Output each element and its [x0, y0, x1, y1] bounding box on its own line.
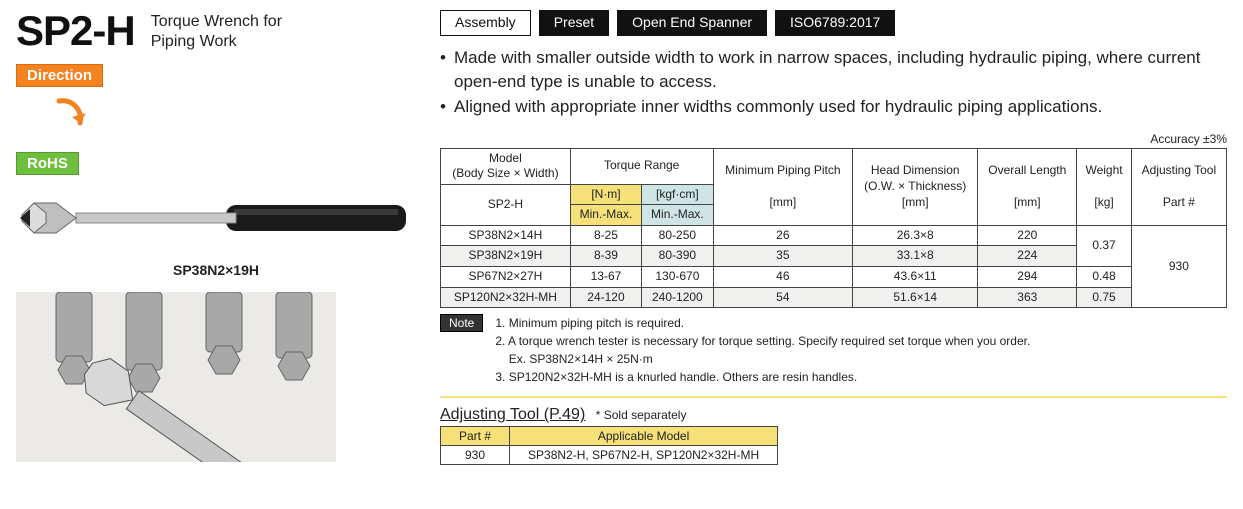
spec-table: Model(Body Size × Width) Torque Range Mi…	[440, 148, 1227, 309]
note-badge: Note	[440, 314, 483, 332]
col-kgf-minmax: Min.-Max.	[642, 205, 713, 226]
col-adj-tool: Adjusting ToolPart #	[1131, 148, 1226, 225]
direction-arrow-icon	[44, 93, 416, 146]
table-row: SP38N2×14H 8-25 80-250 26 26.3×8 220 0.3…	[441, 225, 1227, 246]
col-weight: Weight[kg]	[1077, 148, 1132, 225]
col-overall: Overall Length[mm]	[978, 148, 1077, 225]
model-title: SP2-H	[16, 10, 135, 52]
col-submodel: SP2-H	[441, 184, 571, 225]
note-text: 1. Minimum piping pitch is required. 2. …	[495, 314, 1030, 386]
tag-preset: Preset	[539, 10, 609, 36]
col-nm-unit: [N·m]	[570, 184, 641, 205]
table-row: 930 SP38N2-H, SP67N2-H, SP120N2×32H-MH	[441, 446, 778, 465]
col-model: Model(Body Size × Width)	[441, 148, 571, 184]
wrench-caption: SP38N2×19H	[16, 262, 416, 278]
col-nm-minmax: Min.-Max.	[570, 205, 641, 226]
feature-bullets: •Made with smaller outside width to work…	[440, 46, 1227, 120]
direction-badge: Direction	[16, 64, 103, 87]
wrench-illustration	[16, 183, 416, 256]
adjusting-tool-table: Part # Applicable Model 930 SP38N2-H, SP…	[440, 426, 778, 465]
adjusting-tool-title: Adjusting Tool (P.49) * Sold separately	[440, 406, 1227, 424]
accuracy-note: Accuracy ±3%	[440, 132, 1227, 146]
col-kgf-unit: [kgf·cm]	[642, 184, 713, 205]
table-row: SP120N2×32H-MH 24-120 240-1200 54 51.6×1…	[441, 287, 1227, 308]
col-torque-range: Torque Range	[570, 148, 713, 184]
tag-row: Assembly Preset Open End Spanner ISO6789…	[440, 10, 1227, 36]
tag-iso: ISO6789:2017	[775, 10, 895, 36]
col-head-dim: Head Dimension(O.W. × Thickness)[mm]	[853, 148, 978, 225]
subtitle: Torque Wrench for Piping Work	[151, 12, 282, 52]
tag-open-end: Open End Spanner	[617, 10, 767, 36]
application-photo	[16, 292, 336, 462]
table-row: SP67N2×27H 13-67 130-670 46 43.6×11 294 …	[441, 267, 1227, 288]
rohs-badge: RoHS	[16, 152, 79, 175]
col-min-pitch: Minimum Piping Pitch[mm]	[713, 148, 853, 225]
section-separator	[440, 396, 1227, 398]
tag-assembly: Assembly	[440, 10, 531, 36]
adj-col-part: Part #	[441, 427, 510, 446]
adj-col-model: Applicable Model	[510, 427, 778, 446]
